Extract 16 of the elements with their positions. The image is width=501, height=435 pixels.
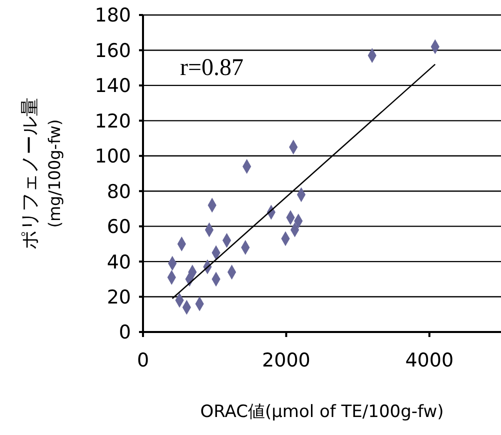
- y-tick-label: 100: [94, 146, 131, 168]
- x-tick-label: 4000: [405, 349, 454, 372]
- annotation: r=0.87: [172, 53, 252, 84]
- y-tick-label: 140: [94, 75, 131, 98]
- y-tick-label: 160: [94, 40, 131, 62]
- x-tick-label: 0: [136, 349, 150, 372]
- y-tick-label: 180: [94, 4, 131, 27]
- y-tick-label: 120: [94, 110, 131, 132]
- y-tick-label: 80: [106, 180, 131, 203]
- x-axis-title: ORAC値(μmol of TE/100g-fw): [200, 402, 444, 422]
- y-tick-label: 0: [118, 322, 131, 344]
- y-tick-label: 40: [106, 251, 131, 274]
- x-tick-label: 2000: [262, 349, 310, 372]
- y-axis-title: ポリフェノール量 (mg/100g-fw): [19, 98, 64, 250]
- y-tick-label: 20: [106, 286, 131, 309]
- y-tick-label: 60: [106, 216, 131, 238]
